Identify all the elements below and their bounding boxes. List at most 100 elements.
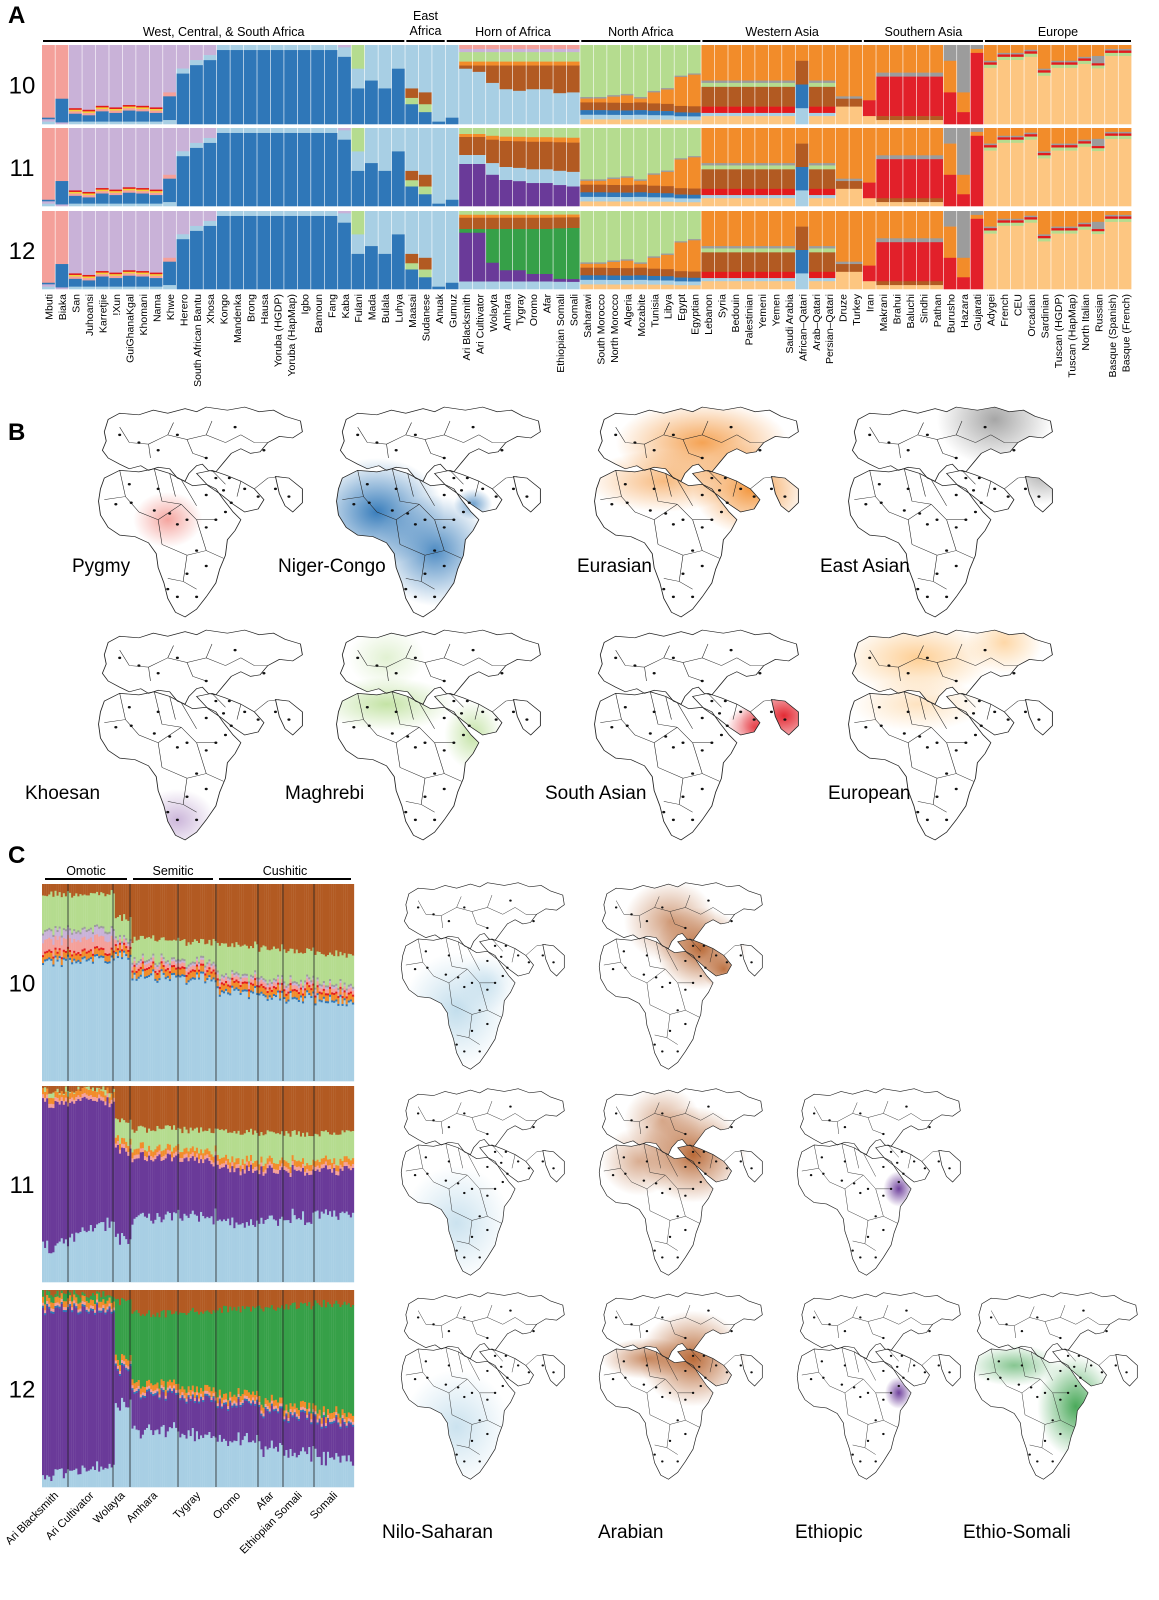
africa-outline <box>336 691 480 841</box>
admixture-segment <box>154 1395 157 1431</box>
admixture-segment <box>127 1290 130 1301</box>
admixture-segment <box>158 1150 161 1155</box>
admixture-segment <box>175 975 178 978</box>
admixture-segment <box>241 1168 244 1224</box>
admixture-segment <box>149 278 163 287</box>
admixture-segment <box>91 1466 95 1488</box>
admixture-segment <box>876 238 890 243</box>
admixture-segment <box>930 45 944 73</box>
admixture-segment <box>247 983 251 986</box>
admixture-segment <box>281 1406 284 1409</box>
admixture-segment <box>329 1211 332 1283</box>
admixture-segment <box>139 966 142 970</box>
admixture-segment <box>337 1456 340 1488</box>
admixture-segment <box>593 196 607 202</box>
admixture-segment <box>195 1395 199 1398</box>
admixture-segment <box>210 1160 213 1165</box>
admixture-segment <box>202 1159 205 1164</box>
admixture-segment <box>125 1239 128 1283</box>
population-label: CEU <box>1013 294 1025 316</box>
admixture-segment <box>206 978 209 981</box>
admixture-segment <box>620 284 634 290</box>
admixture-segment <box>916 155 930 160</box>
admixture-segment <box>351 1158 355 1165</box>
admixture-segment <box>98 1310 101 1313</box>
admixture-segment <box>337 1005 340 1082</box>
admixture-segment <box>345 1461 348 1488</box>
admixture-segment <box>131 1152 134 1159</box>
admixture-segment <box>339 988 342 996</box>
admixture-segment <box>104 1314 107 1469</box>
admixture-segment <box>230 132 244 207</box>
admixture-segment <box>339 1290 342 1308</box>
population-label: Xhosa <box>205 294 217 324</box>
admixture-segment <box>64 1101 68 1240</box>
admixture-segment <box>202 1290 205 1314</box>
admixture-segment <box>345 1006 348 1082</box>
admixture-segment <box>308 985 311 988</box>
admixture-segment <box>512 229 526 271</box>
sample-dot <box>977 476 981 480</box>
admixture-segment <box>231 1310 234 1398</box>
admixture-segment <box>125 1151 128 1240</box>
admixture-segment <box>349 1170 353 1218</box>
admixture-segment <box>243 132 257 207</box>
admixture-segment <box>1064 62 1078 66</box>
admixture-segment <box>222 1219 226 1283</box>
admixture-segment <box>168 1154 172 1214</box>
admixture-segment <box>198 1132 201 1154</box>
admixture-segment <box>58 1086 61 1094</box>
admixture-segment <box>183 1126 186 1149</box>
admixture-segment <box>118 1371 122 1375</box>
admixture-segment <box>241 1165 244 1170</box>
admixture-segment <box>125 1290 128 1302</box>
admixture-segment <box>849 96 863 100</box>
admixture-segment <box>87 1313 90 1471</box>
admixture-segment <box>1091 151 1105 207</box>
admixture-segment <box>198 1403 201 1440</box>
admixture-segment <box>318 1218 321 1283</box>
admixture-segment <box>257 50 271 125</box>
admixture-segment <box>183 969 186 976</box>
admixture-segment <box>297 884 301 954</box>
admixture-segment <box>277 1169 280 1175</box>
admixture-segment <box>241 975 244 979</box>
admixture-segment <box>127 957 130 961</box>
sample-dot <box>442 787 446 791</box>
admixture-segment <box>62 1100 66 1106</box>
admixture-segment <box>274 1086 278 1134</box>
admixture-segment <box>593 284 607 290</box>
admixture-segment <box>326 1169 330 1216</box>
admixture-segment <box>110 935 113 948</box>
admixture-segment <box>52 896 55 936</box>
admixture-segment <box>512 90 526 125</box>
admixture-segment <box>247 948 251 982</box>
admixture-segment <box>152 1151 155 1158</box>
admixture-segment <box>566 228 580 280</box>
admixture-segment <box>1024 51 1038 54</box>
admixture-segment <box>216 1128 219 1156</box>
admixture-segment <box>310 1309 313 1414</box>
sample-dot <box>442 716 446 720</box>
admixture-segment <box>69 957 72 961</box>
admixture-segment <box>432 286 446 290</box>
admixture-segment <box>283 949 286 982</box>
admixture-segment <box>104 963 107 1082</box>
admixture-segment <box>291 1406 294 1413</box>
admixture-segment <box>243 944 246 974</box>
admixture-segment <box>822 252 836 273</box>
admixture-segment <box>849 106 863 125</box>
admixture-segment <box>83 1304 86 1308</box>
admixture-segment <box>553 211 567 215</box>
admixture-segment <box>200 963 203 966</box>
admixture-segment <box>235 1168 238 1223</box>
admixture-segment <box>73 952 76 959</box>
sample-dot <box>214 518 218 521</box>
admixture-segment <box>156 941 159 966</box>
population-label: Tygray <box>515 293 527 325</box>
admixture-segment <box>687 240 701 272</box>
admixture-segment <box>701 82 715 88</box>
sample-dot <box>465 699 469 703</box>
population-label: Sindhi <box>918 294 930 323</box>
admixture-segment <box>89 959 93 1082</box>
